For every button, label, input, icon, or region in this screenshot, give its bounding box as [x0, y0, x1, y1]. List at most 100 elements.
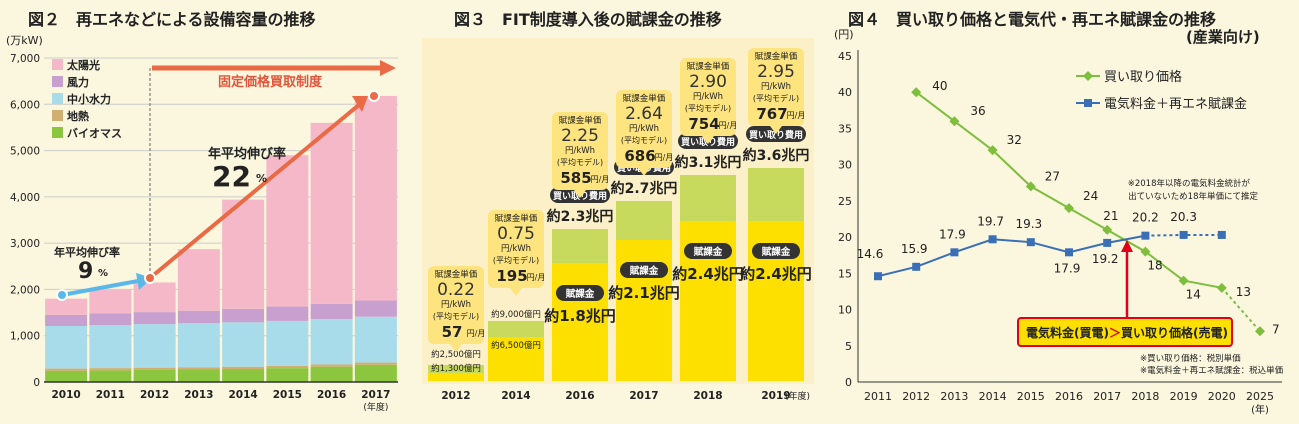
bar-segment	[310, 303, 353, 320]
bar-segment	[354, 316, 397, 363]
purchase-price-point	[949, 116, 960, 127]
x-tick-label: 2013	[940, 390, 968, 403]
bubble-head: 賦課金単価	[435, 269, 478, 280]
legend-label: 地熱	[67, 109, 89, 123]
purchase-price-label: 13	[1236, 285, 1251, 299]
x-tick-label: 2012	[902, 390, 930, 403]
bar-segment	[133, 369, 176, 382]
purchase-price-label: 32	[1007, 133, 1022, 147]
legend-swatch	[52, 59, 63, 70]
growth-arrows: 年平均伸び率 9 % 年平均伸び率 22 %	[54, 90, 380, 301]
annotations: ※2018年以降の電気料金統計が 出ていないため18年単価にて推定 電気料金(買…	[1017, 178, 1284, 376]
bubble-head: 賦課金単価	[623, 93, 666, 104]
bubble-price: 2.90	[689, 72, 727, 92]
note-bottom-2: ※電気料金＋再エネ賦課金：税込単価	[1140, 365, 1284, 376]
growth2-value: 22	[212, 160, 251, 193]
legend-label: 買い取り価格	[1104, 69, 1182, 85]
y-unit-label: (万kW)	[6, 34, 43, 47]
bar-segment	[310, 364, 353, 367]
cost-amount: 約3.1兆円	[675, 154, 742, 171]
y-tick-label: 10	[838, 304, 852, 317]
price-bubble	[428, 266, 484, 344]
bar-levy	[488, 337, 544, 381]
x-tick-label: 2014	[229, 389, 258, 401]
y-tick-label: 6,000	[10, 99, 40, 111]
bar-segment	[222, 366, 265, 370]
levy-amount: 約1.8兆円	[544, 307, 616, 325]
bar-segment	[222, 369, 265, 382]
bubble-price: 0.22	[437, 280, 475, 300]
figure-4-panel: 図４ 買い取り価格と電気代・再エネ賦課金の推移 (産業向け) (円) 0 5 10 1…	[820, 0, 1299, 424]
legend-label: バイオマス	[67, 127, 122, 140]
x-tick-label: 2011	[864, 390, 892, 403]
x-tick-label: 2017	[629, 390, 658, 402]
y-tick-label: 2,000	[10, 284, 40, 296]
bubble-price: 0.75	[497, 224, 535, 244]
figure-4-title: 図４ 買い取り価格と電気代・再エネ賦課金の推移	[848, 10, 1217, 29]
growth1-label: 年平均伸び率	[54, 245, 120, 259]
electricity-label: 20.2	[1132, 211, 1159, 225]
x-tick-label: 2017	[1093, 390, 1121, 403]
bar-segment	[45, 298, 88, 315]
y-tick-label: 45	[838, 50, 852, 63]
bar-levy	[428, 373, 484, 381]
legend-swatch	[52, 93, 63, 104]
price-bubble	[748, 48, 804, 126]
legend-marker-green	[1083, 71, 1093, 81]
bar-segment	[222, 322, 265, 367]
x-unit-label: (年度)	[785, 390, 810, 402]
electricity-label: 19.7	[977, 214, 1004, 228]
growth1-unit: %	[98, 268, 108, 279]
electricity-point	[1026, 238, 1035, 247]
x-tick-label: 2010	[52, 389, 81, 401]
x-tick-label: 2012	[441, 390, 470, 402]
axes: 0 1,000 2,000 3,000 4,000 5,000 6,000 7,000 2010…	[10, 53, 398, 413]
growth2-unit: %	[256, 172, 267, 185]
x-tick-label: 2018	[1131, 390, 1159, 403]
legend-label: 太陽光	[66, 58, 100, 72]
legend-bg	[1072, 58, 1260, 118]
purchase-price-label: 40	[932, 79, 947, 93]
bar-segment	[89, 325, 132, 369]
growth1-value: 9	[78, 259, 93, 284]
purchase-price-point	[1064, 203, 1074, 214]
purchase-price-point	[911, 87, 922, 98]
bar-segment	[222, 199, 265, 309]
bubble-price: 2.25	[561, 126, 599, 146]
levy-amount: 約1,300億円	[431, 363, 481, 374]
bubble-monthly: 585	[560, 169, 591, 187]
electricity-label: 14.6	[857, 247, 884, 261]
purchase-price-label: 27	[1045, 169, 1060, 183]
cost-amount: 約3.6兆円	[743, 147, 810, 164]
bar-segment	[354, 362, 397, 365]
y-tick-label: 20	[838, 231, 852, 244]
bar-segment	[177, 369, 220, 382]
price-bubble	[616, 90, 672, 168]
purchase-price-label: 36	[970, 104, 985, 118]
price-bubble	[552, 112, 608, 190]
electricity-point	[912, 262, 921, 271]
x-tick-label: 2020	[1208, 390, 1236, 403]
y-tick-label: 1,000	[10, 331, 40, 343]
purchase-price-line	[915, 91, 1222, 289]
bubble-head: 賦課金単価	[687, 61, 730, 72]
bar-segment	[266, 306, 309, 321]
electricity-point	[988, 235, 997, 244]
electricity-label: 19.3	[1015, 217, 1042, 231]
purchase-price-point	[1255, 326, 1265, 337]
bubble-model: (平均モデル)	[621, 135, 667, 145]
electricity-label: 20.3	[1170, 210, 1197, 224]
bubble-model: (平均モデル)	[557, 157, 603, 167]
bubble-per: 円/kWh	[501, 244, 531, 254]
growth2-label: 年平均伸び率	[208, 146, 286, 162]
y-unit-label: (円)	[834, 28, 854, 41]
figure-3-panel: 図３ FIT制度導入後の賦課金の推移 2012 約1,300億円 約2,500億円賦…	[412, 0, 820, 424]
x-tick-label: 2014	[501, 390, 530, 402]
price-bubble	[488, 210, 544, 288]
x-tick-label: 2016	[317, 389, 346, 401]
note-top-1: ※2018年以降の電気料金統計が	[1128, 178, 1251, 189]
electricity-point	[1065, 248, 1073, 257]
figure-2-title: 図２ 再エネなどによる設備容量の推移	[28, 10, 316, 29]
bubble-tail	[574, 190, 586, 198]
